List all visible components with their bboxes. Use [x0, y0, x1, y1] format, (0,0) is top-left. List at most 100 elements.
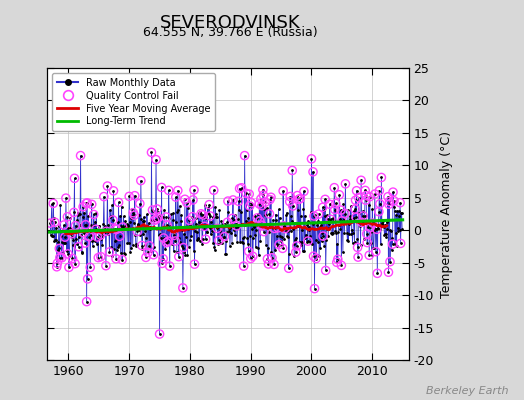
- Point: [294, 196, 303, 202]
- Point: [201, 236, 210, 242]
- Point: [266, 196, 274, 203]
- Point: [241, 152, 249, 159]
- Point: [363, 239, 372, 246]
- Point: [105, 249, 114, 255]
- Point: [190, 187, 198, 193]
- Point: [289, 203, 297, 209]
- Point: [309, 253, 318, 259]
- Point: [257, 222, 266, 228]
- Point: [154, 214, 162, 221]
- Point: [265, 211, 274, 217]
- Point: [352, 188, 361, 194]
- Point: [220, 233, 228, 240]
- Point: [210, 187, 218, 194]
- Point: [375, 188, 384, 194]
- Point: [362, 197, 370, 203]
- Point: [285, 265, 293, 272]
- Point: [341, 181, 350, 187]
- Point: [152, 156, 160, 163]
- Point: [353, 244, 362, 251]
- Point: [337, 207, 345, 213]
- Point: [270, 261, 278, 268]
- Point: [170, 232, 179, 238]
- Point: [366, 194, 374, 200]
- Point: [118, 224, 127, 230]
- Point: [261, 199, 270, 205]
- Point: [125, 193, 134, 200]
- Legend: Raw Monthly Data, Quality Control Fail, Five Year Moving Average, Long-Term Tren: Raw Monthly Data, Quality Control Fail, …: [52, 73, 215, 131]
- Point: [396, 200, 405, 206]
- Point: [165, 187, 173, 194]
- Point: [70, 175, 79, 182]
- Point: [80, 230, 88, 236]
- Point: [148, 207, 157, 213]
- Point: [109, 217, 117, 223]
- Point: [255, 201, 264, 207]
- Point: [361, 187, 369, 194]
- Point: [64, 251, 72, 257]
- Point: [49, 200, 58, 207]
- Point: [133, 228, 141, 235]
- Point: [174, 254, 183, 260]
- Point: [56, 254, 64, 261]
- Point: [199, 212, 208, 218]
- Point: [274, 225, 282, 231]
- Point: [245, 248, 253, 254]
- Point: [179, 244, 188, 251]
- Point: [223, 219, 232, 226]
- Point: [77, 152, 85, 159]
- Point: [368, 220, 377, 226]
- Point: [291, 249, 300, 255]
- Point: [234, 198, 243, 204]
- Point: [314, 211, 323, 217]
- Point: [354, 254, 362, 260]
- Point: [164, 238, 172, 244]
- Point: [352, 197, 360, 204]
- Point: [179, 285, 187, 291]
- Point: [83, 200, 91, 206]
- Point: [337, 262, 345, 268]
- Point: [293, 192, 301, 199]
- Point: [183, 200, 191, 206]
- Point: [239, 263, 248, 269]
- Point: [373, 270, 381, 276]
- Point: [332, 200, 340, 207]
- Point: [159, 256, 167, 262]
- Point: [310, 286, 319, 292]
- Point: [286, 198, 294, 205]
- Point: [334, 256, 342, 262]
- Point: [319, 233, 328, 239]
- Point: [366, 224, 375, 230]
- Point: [205, 202, 213, 208]
- Point: [268, 255, 276, 261]
- Point: [267, 194, 275, 200]
- Point: [341, 210, 349, 217]
- Point: [88, 201, 96, 208]
- Point: [137, 177, 145, 184]
- Point: [46, 220, 54, 226]
- Point: [163, 222, 171, 229]
- Point: [246, 255, 255, 262]
- Point: [70, 209, 78, 216]
- Point: [263, 256, 271, 262]
- Point: [281, 225, 289, 232]
- Point: [258, 202, 266, 209]
- Point: [322, 267, 330, 274]
- Point: [335, 192, 344, 198]
- Point: [112, 226, 121, 232]
- Point: [130, 212, 138, 218]
- Point: [258, 223, 267, 229]
- Point: [275, 241, 283, 248]
- Point: [201, 223, 209, 230]
- Point: [357, 177, 365, 184]
- Point: [81, 240, 89, 246]
- Point: [62, 195, 70, 201]
- Point: [118, 256, 126, 263]
- Point: [363, 231, 371, 237]
- Point: [388, 241, 397, 247]
- Point: [247, 200, 255, 206]
- Point: [197, 210, 205, 217]
- Point: [259, 192, 268, 198]
- Point: [333, 259, 341, 266]
- Point: [171, 238, 179, 244]
